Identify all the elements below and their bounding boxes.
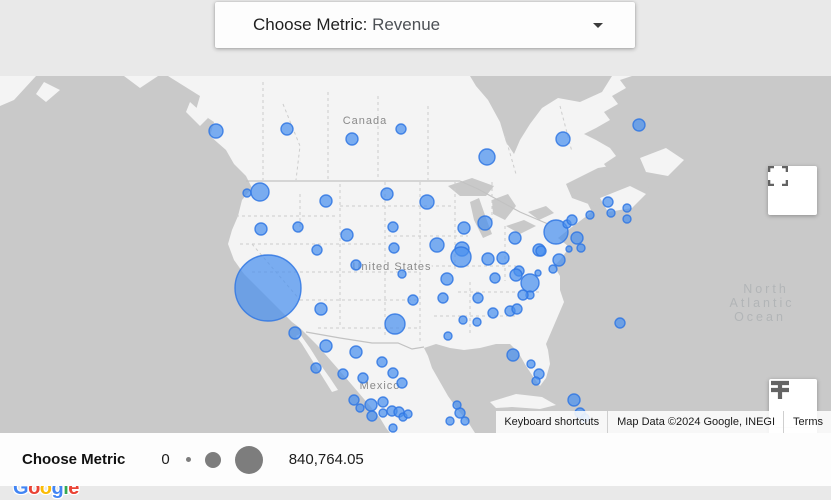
metric-dropdown-label: Choose Metric: — [253, 15, 368, 34]
gulf-st-lawrence — [566, 162, 668, 206]
minus-icon — [771, 380, 789, 386]
vancouver-island — [186, 102, 208, 126]
hudson-bay — [470, 76, 612, 154]
fullscreen-button[interactable] — [768, 166, 817, 215]
label-ocean-line2: Atlantic — [730, 296, 795, 310]
map-attribution-bar: Keyboard shortcuts Map Data ©2024 Google… — [496, 411, 831, 433]
legend-title: Choose Metric — [22, 451, 126, 468]
metric-dropdown-text: Choose Metric: Revenue — [215, 15, 440, 35]
lake-erie — [506, 220, 536, 234]
legend-bar: Choose Metric 0 840,764.05 — [0, 433, 831, 486]
metric-dropdown[interactable]: Choose Metric: Revenue — [215, 2, 635, 48]
map-data-attribution: Map Data ©2024 Google, INEGI — [609, 411, 784, 433]
alaska-coast — [0, 76, 158, 106]
country-borders — [246, 180, 549, 350]
zoom-out-button[interactable] — [769, 380, 817, 476]
fullscreen-icon — [768, 166, 788, 186]
label-mexico: Mexico — [360, 380, 401, 392]
state-borders — [236, 82, 573, 344]
metric-dropdown-value: Revenue — [372, 15, 441, 34]
cuba — [490, 394, 556, 409]
legend-min-value: 0 — [161, 451, 170, 468]
legend-bubble-small — [185, 457, 191, 462]
label-united-states: United States — [352, 261, 431, 273]
legend-row: Choose Metric 0 840,764.05 — [0, 433, 831, 486]
attribution-divider — [783, 411, 786, 433]
label-canada: Canada — [343, 115, 388, 127]
legend-bubble-medium — [204, 451, 221, 468]
lake-ontario — [528, 206, 554, 220]
attribution-divider — [607, 411, 610, 433]
keyboard-shortcuts-link[interactable]: Keyboard shortcuts — [496, 411, 608, 433]
map-svg: Canada United States Mexico North Atlant… — [0, 76, 831, 433]
north-america-landmass — [168, 76, 632, 433]
chevron-down-icon — [593, 23, 603, 28]
label-ocean-line3: Ocean — [734, 310, 786, 324]
label-ocean-line1: North — [743, 282, 789, 296]
map-canvas[interactable]: Canada United States Mexico North Atlant… — [0, 76, 831, 499]
terms-link[interactable]: Terms — [785, 411, 831, 433]
data-bubbles — [208, 118, 646, 433]
legend-max-value: 840,764.05 — [288, 451, 364, 468]
legend-bubble-large — [234, 445, 263, 474]
top-bar: Choose Metric: Revenue — [0, 0, 831, 76]
newfoundland — [640, 148, 684, 176]
